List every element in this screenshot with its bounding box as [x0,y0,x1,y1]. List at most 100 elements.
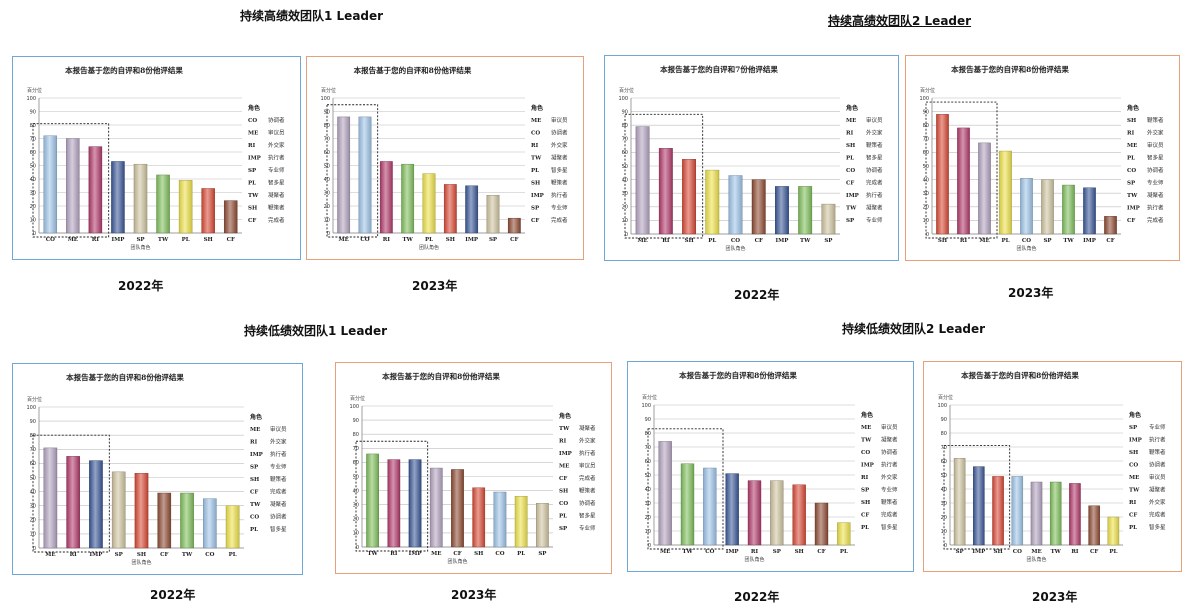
x-tick-label: IMP [409,551,422,557]
x-axis-label: 团队角色 [419,244,439,251]
x-tick-label: CO [360,237,369,243]
x-tick-label: PL [1001,238,1009,244]
year-label-low1-2022: 2022年 [150,588,196,602]
y-tick-label: 70 [622,137,628,143]
bar-co [358,116,372,234]
x-tick-label: IMP [776,238,789,244]
bar-co [703,467,717,546]
x-tick-label: PL [425,237,433,243]
legend-code: SH [559,489,568,495]
y-tick-label: 30 [941,501,947,507]
legend-code: SH [248,206,257,212]
legend-code: IMP [846,193,859,199]
legend-name: 执行者 [866,191,883,199]
x-tick-label: CF [510,237,518,243]
bar-pl [999,150,1012,235]
legend-code: RI [559,439,567,445]
x-tick-label: IMP [1083,238,1096,244]
legend-name: 鞭策者 [1149,448,1166,456]
legend-title: 角色 [531,104,543,112]
bar-imp [1083,187,1096,235]
y-tick-label: 70 [353,446,359,452]
x-tick-label: PL [229,552,237,558]
highlight-box [943,445,1011,550]
bar-ri [387,459,401,548]
bar-tw [1049,481,1062,546]
y-tick-label: 30 [622,191,628,197]
legend-name: 凝聚者 [579,424,596,432]
legend-name: 协调者 [1147,166,1164,174]
legend-name: 智多星 [866,154,883,162]
x-tick-label: ME [1031,549,1041,555]
legend-name: 完成者 [881,511,898,519]
legend-name: 外交家 [1147,129,1164,137]
y-tick-label: 50 [923,164,929,170]
bar-imp [775,186,789,235]
chart-title: 本报告基于您的自评和8份他评结果 [678,370,797,380]
y-axis-label: 百分位 [938,394,953,401]
x-tick-label: RI [960,238,968,244]
legend-name: 完成者 [1149,511,1166,519]
x-tick-label: SP [956,549,964,555]
bar-sp [486,194,500,234]
legend-name: 智多星 [268,179,285,187]
legend-name: 鞭策者 [270,475,287,483]
legend-code: CO [250,515,259,521]
bar-tw [156,174,170,234]
year-label-low2-2022: 2022年 [734,590,780,604]
legend-title: 角色 [559,412,571,420]
x-tick-label: SH [795,549,804,555]
legend-code: TW [846,206,857,212]
legend-code: CF [248,218,256,224]
legend-name: 执行者 [579,449,596,457]
x-tick-label: ME [431,551,441,557]
legend-code: PL [559,514,567,520]
legend-code: IMP [861,463,874,469]
y-tick-label: 20 [30,204,36,210]
legend-code: ME [250,427,260,433]
legend-name: 专业师 [268,166,285,174]
y-tick-label: 20 [622,205,628,211]
bar-ri [957,127,970,235]
x-tick-label: CF [1106,238,1114,244]
legend-code: ME [861,425,871,431]
legend-code: CF [1129,513,1137,519]
legend-name: 审议员 [551,116,568,124]
legend-code: PL [1127,156,1135,162]
legend-title: 角色 [1129,411,1141,419]
bar-sp [133,163,148,234]
bar-ri [88,146,103,234]
group-title-low-2: 持续低绩效团队2 Leader [842,322,986,336]
y-tick-label: 100 [641,403,651,409]
legend-code: CF [846,181,854,187]
legend-code: TW [531,156,542,162]
x-tick-label: CO [1022,238,1031,244]
y-axis-label: 百分位 [27,396,42,403]
x-tick-label: RI [70,552,78,558]
chart-title: 本报告基于您的自评和8份他评结果 [353,65,472,75]
legend-code: TW [559,426,570,432]
legend-code: CF [250,490,258,496]
y-tick-label: 100 [919,96,929,102]
legend-name: 协调者 [881,448,898,456]
legend-code: IMP [1127,206,1140,212]
legend-code: SP [861,488,869,494]
legend-name: 鞭策者 [866,141,883,149]
y-tick-label: 60 [30,150,36,156]
highlight-box [32,434,110,553]
bar-cf [1088,505,1100,546]
x-tick-label: IMP [972,549,985,555]
bar-pl [422,173,436,234]
legend-name: 审议员 [881,423,898,431]
legend-title: 角色 [248,104,260,112]
chart-panel-low2-2022: 本报告基于您的自评和8份他评结果 百分位 0 10 20 30 40 50 60 70 80 90 10… [627,361,914,572]
legend-code: PL [531,168,539,174]
bar-ri [379,161,393,234]
legend-code: PL [248,181,256,187]
bar-chart: 本报告基于您的自评和8份他评结果百分位010203040506070809010… [320,65,568,251]
y-axis-label: 百分位 [642,394,657,401]
group-title-high-2: 持续高绩效团队2 Leader [828,14,972,28]
x-tick-label: RI [390,551,398,557]
year-label-high2-2023: 2023年 [1008,286,1054,300]
bar-ri [1069,483,1081,546]
